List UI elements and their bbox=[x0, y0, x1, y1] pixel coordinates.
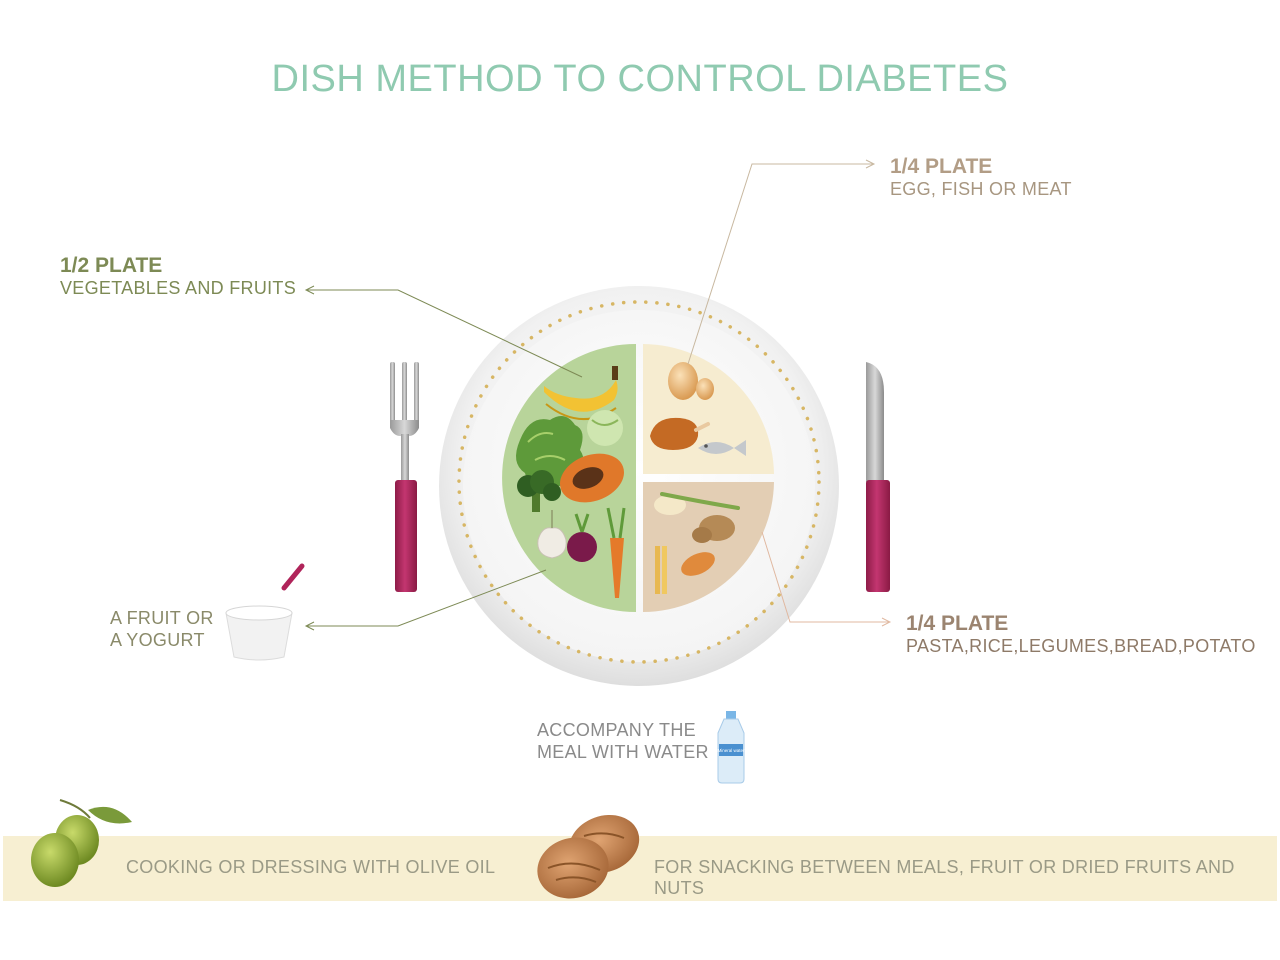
label-protein-text: EGG, FISH OR MEAT bbox=[890, 179, 1072, 200]
vegetables-food-group bbox=[516, 366, 626, 598]
fork-icon bbox=[390, 362, 419, 592]
label-water-line1: ACCOMPANY THE bbox=[537, 720, 696, 740]
carbs-food-group bbox=[654, 492, 740, 594]
beet-icon bbox=[567, 532, 597, 562]
yogurt-icon bbox=[225, 563, 305, 661]
banner-oil-text: COOKING OR DRESSING WITH OLIVE OIL bbox=[126, 857, 496, 877]
leader-line-vegetables bbox=[306, 289, 583, 378]
leader-line-protein bbox=[687, 163, 874, 365]
cheese-icon bbox=[654, 495, 686, 515]
olive-icon bbox=[31, 799, 132, 887]
plate-section-carbs bbox=[643, 482, 774, 612]
bottle-label: Mineral water bbox=[717, 748, 745, 753]
leader-lines bbox=[304, 159, 892, 631]
label-water: ACCOMPANY THE MEAL WITH WATER bbox=[537, 720, 709, 763]
label-dessert: A FRUIT OR A YOGURT bbox=[110, 608, 214, 651]
walnut-icon bbox=[537, 814, 640, 899]
label-carbs-text: PASTA,RICE,LEGUMES,BREAD,POTATO bbox=[906, 636, 1256, 657]
cabbage-icon bbox=[587, 410, 623, 446]
knife-icon bbox=[866, 362, 890, 592]
label-vegetables: 1/2 PLATE VEGETABLES AND FRUITS bbox=[60, 253, 296, 300]
egg-icon bbox=[668, 362, 698, 400]
label-carbs-heading: 1/4 PLATE bbox=[906, 612, 1009, 635]
pasta-icon bbox=[655, 546, 667, 594]
roast-chicken-icon bbox=[650, 417, 699, 450]
label-vegetables-heading: 1/2 PLATE bbox=[60, 254, 163, 277]
label-vegetables-text: VEGETABLES AND FRUITS bbox=[60, 278, 297, 299]
plate-dotted-rim bbox=[457, 300, 821, 664]
leader-line-carbs bbox=[761, 531, 890, 623]
egg-small-icon bbox=[696, 378, 714, 400]
bread-icon bbox=[681, 552, 715, 576]
plate bbox=[439, 286, 839, 686]
carrot-icon bbox=[610, 538, 624, 598]
fish-icon bbox=[698, 440, 746, 456]
diagram-title: DISH METHOD TO CONTROL DIABETES bbox=[271, 58, 1009, 100]
broccoli-icon bbox=[517, 470, 561, 512]
banner-snack-text: FOR SNACKING BETWEEN MEALS, FRUIT OR DRI… bbox=[654, 857, 1235, 898]
label-dessert-line1: A FRUIT OR bbox=[110, 608, 214, 628]
protein-food-group bbox=[650, 362, 746, 456]
water-bottle-icon: Mineral water bbox=[717, 711, 745, 784]
green-bean-icon bbox=[660, 492, 740, 510]
banana-icon bbox=[544, 380, 618, 412]
label-protein-heading: 1/4 PLATE bbox=[890, 155, 993, 178]
label-dessert-line2: A YOGURT bbox=[110, 629, 205, 650]
label-water-line2: MEAL WITH WATER bbox=[537, 741, 709, 762]
garlic-icon bbox=[537, 527, 567, 559]
label-carbs: 1/4 PLATE PASTA,RICE,LEGUMES,BREAD,POTAT… bbox=[906, 611, 1256, 658]
bottom-banner bbox=[3, 836, 1277, 901]
label-protein: 1/4 PLATE EGG, FISH OR MEAT bbox=[890, 154, 1072, 201]
leader-line-dessert bbox=[306, 569, 547, 627]
